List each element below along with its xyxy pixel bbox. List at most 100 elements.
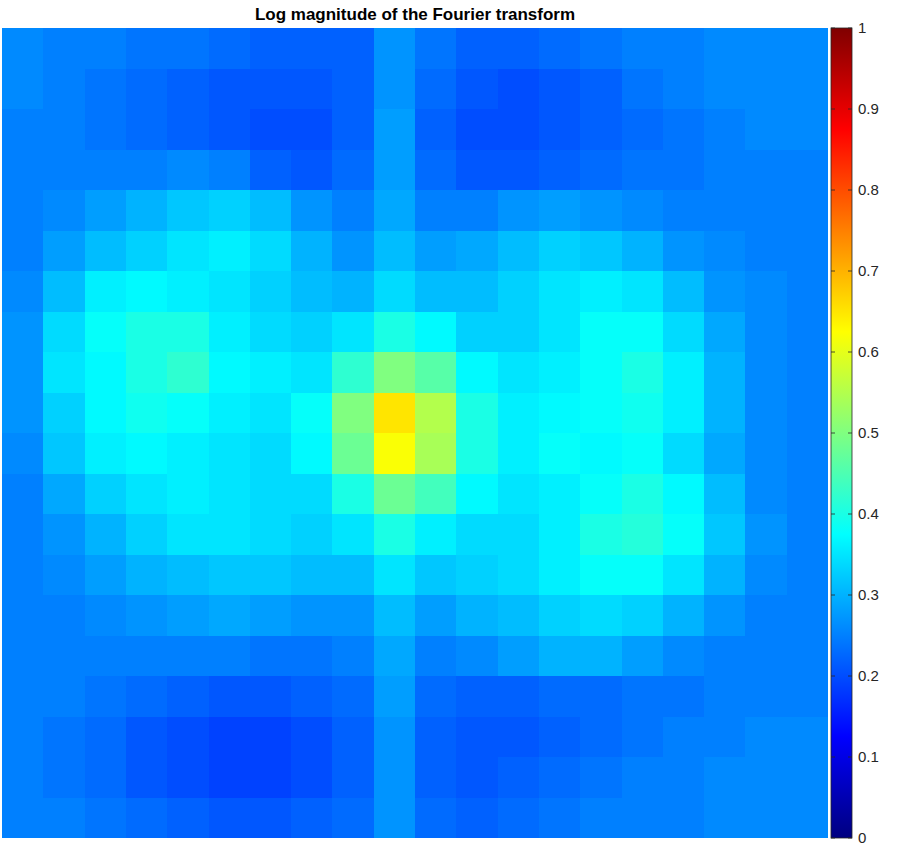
cell <box>209 595 251 636</box>
cell <box>745 757 787 798</box>
cell <box>209 312 251 353</box>
cell <box>663 798 705 839</box>
cell <box>663 514 705 555</box>
cell <box>787 190 828 231</box>
colorbar-tick <box>848 757 852 758</box>
cell <box>622 28 664 69</box>
cell <box>374 636 416 677</box>
cell <box>787 109 828 150</box>
cell <box>332 514 374 555</box>
cell <box>126 28 168 69</box>
cell <box>704 595 746 636</box>
cell <box>704 433 746 474</box>
cell <box>2 271 44 312</box>
cell <box>498 109 540 150</box>
colorbar-tick-label: 0.6 <box>858 343 879 360</box>
cell <box>704 190 746 231</box>
cell <box>167 190 209 231</box>
cell <box>539 717 581 758</box>
chart: Log magnitude of the Fourier transform00… <box>0 0 900 849</box>
cell <box>498 393 540 434</box>
cell <box>332 393 374 434</box>
cell <box>167 109 209 150</box>
cell <box>167 717 209 758</box>
cell <box>539 312 581 353</box>
cell <box>415 798 457 839</box>
cell <box>209 393 251 434</box>
cell <box>2 393 44 434</box>
cell <box>2 555 44 596</box>
cell <box>250 676 292 717</box>
cell <box>250 109 292 150</box>
cell <box>498 433 540 474</box>
cell <box>43 190 85 231</box>
cell <box>787 28 828 69</box>
cell <box>580 514 622 555</box>
colorbar-tick <box>848 433 852 434</box>
cell <box>85 231 127 272</box>
cell <box>787 798 828 839</box>
colorbar-tick <box>848 271 852 272</box>
cell <box>456 28 498 69</box>
cell <box>415 352 457 393</box>
colorbar-tick <box>848 352 852 353</box>
cell <box>745 555 787 596</box>
cell <box>622 595 664 636</box>
cell <box>456 190 498 231</box>
cell <box>43 595 85 636</box>
cell <box>787 474 828 515</box>
cell <box>787 393 828 434</box>
colorbar-tick-label: 1 <box>858 19 866 36</box>
page: {"chart_data": {"type": "heatmap", "titl… <box>0 0 900 849</box>
cell <box>2 312 44 353</box>
cell <box>787 150 828 191</box>
cell <box>2 676 44 717</box>
cell <box>415 595 457 636</box>
cell <box>167 393 209 434</box>
cell <box>332 150 374 191</box>
cell <box>291 69 333 110</box>
cell <box>209 28 251 69</box>
cell <box>209 109 251 150</box>
cell <box>663 69 705 110</box>
cell <box>85 555 127 596</box>
colorbar-tick-label: 0 <box>858 829 866 846</box>
cell <box>745 231 787 272</box>
cell <box>332 717 374 758</box>
cell <box>787 69 828 110</box>
cell <box>332 312 374 353</box>
cell <box>250 28 292 69</box>
cell <box>622 474 664 515</box>
cell <box>704 757 746 798</box>
cell <box>126 555 168 596</box>
cell <box>167 433 209 474</box>
cell <box>291 798 333 839</box>
cell <box>126 190 168 231</box>
colorbar-tick-label: 0.4 <box>858 505 879 522</box>
cell <box>126 109 168 150</box>
cell <box>787 555 828 596</box>
cell <box>580 636 622 677</box>
cell <box>498 636 540 677</box>
cell <box>580 757 622 798</box>
cell <box>539 150 581 191</box>
cell <box>745 109 787 150</box>
cell <box>622 757 664 798</box>
cell <box>374 433 416 474</box>
cell <box>209 271 251 312</box>
cell <box>580 271 622 312</box>
cell <box>167 231 209 272</box>
colorbar-tick-label: 0.7 <box>858 262 879 279</box>
cell <box>663 271 705 312</box>
cell <box>456 393 498 434</box>
cell <box>126 595 168 636</box>
cell <box>663 190 705 231</box>
cell <box>291 190 333 231</box>
cell <box>43 393 85 434</box>
cell <box>663 433 705 474</box>
cell <box>663 676 705 717</box>
cell <box>745 150 787 191</box>
cell <box>456 798 498 839</box>
cell <box>126 312 168 353</box>
colorbar-tick <box>831 676 835 677</box>
